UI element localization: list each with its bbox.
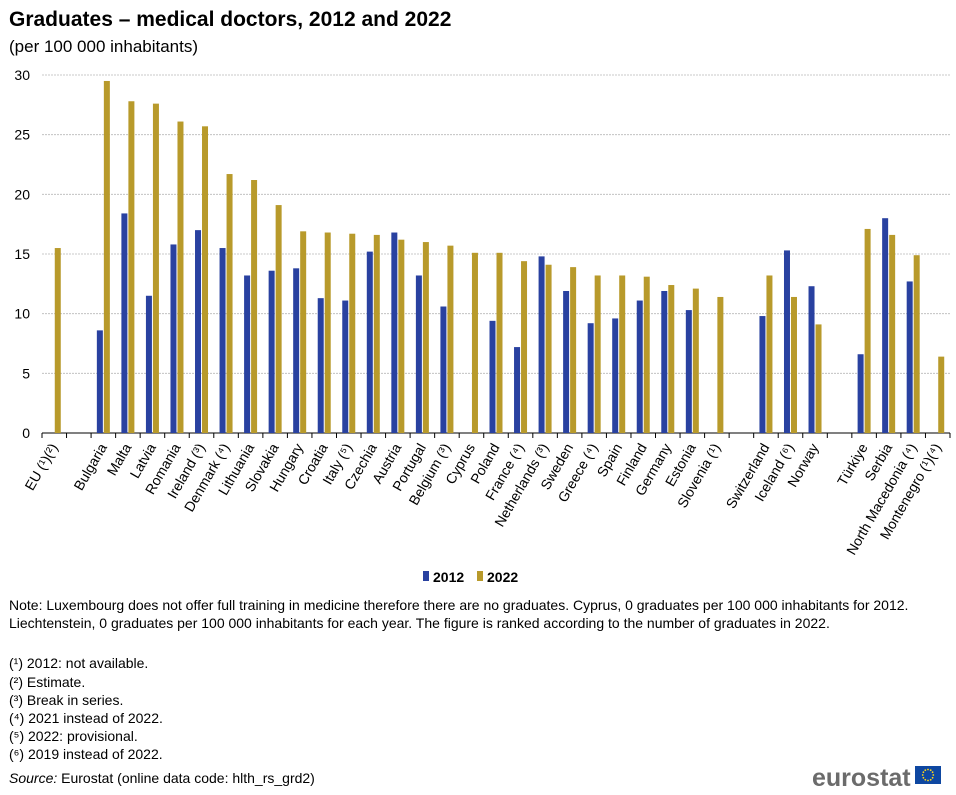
chart-subtitle: (per 100 000 inhabitants) xyxy=(9,37,199,56)
bar-2012 xyxy=(219,248,226,433)
x-tick-label: EU (¹)(²) xyxy=(21,441,61,493)
y-tick-label: 15 xyxy=(14,246,30,262)
bar-2022 xyxy=(226,174,233,433)
bar-2022 xyxy=(545,264,552,433)
bar-2022 xyxy=(619,275,626,433)
footnote-3: (³) Break in series. xyxy=(9,692,124,708)
bar-2022 xyxy=(152,103,159,433)
bar-2022 xyxy=(570,267,577,433)
bar-2012 xyxy=(538,256,545,433)
bar-2012 xyxy=(170,244,177,433)
bar-2012 xyxy=(268,270,275,433)
bar-2022 xyxy=(202,126,209,434)
footnote-4: (⁴) 2021 instead of 2022. xyxy=(9,710,163,726)
chart-title: Graduates – medical doctors, 2012 and 20… xyxy=(9,8,452,31)
bar-2022 xyxy=(103,80,110,433)
legend-label-2012: 2012 xyxy=(433,569,464,585)
bar-2012 xyxy=(244,275,251,433)
bar-2022 xyxy=(790,296,797,433)
bar-2022 xyxy=(373,234,380,433)
bar-2022 xyxy=(594,275,601,433)
bar-2022 xyxy=(324,232,331,433)
bar-2012 xyxy=(906,281,913,433)
legend-swatch-2012 xyxy=(423,571,429,581)
y-tick-label: 25 xyxy=(14,127,30,143)
bar-2012 xyxy=(342,300,349,433)
y-tick-label: 10 xyxy=(14,306,30,322)
source-line: Source: Eurostat (online data code: hlth… xyxy=(9,770,315,786)
bar-2022 xyxy=(766,275,773,433)
bar-2012 xyxy=(612,318,619,433)
bar-2022 xyxy=(349,233,356,433)
source-text: Eurostat (online data code: hlth_rs_grd2… xyxy=(57,770,315,786)
bar-2022 xyxy=(496,252,503,433)
y-tick-label: 30 xyxy=(14,67,30,83)
bar-2012 xyxy=(636,300,643,433)
bar-2012 xyxy=(514,347,521,433)
bar-2022 xyxy=(275,205,282,433)
legend-swatch-2022 xyxy=(477,571,483,581)
bar-2022 xyxy=(889,234,896,433)
bar-2022 xyxy=(668,285,675,433)
bar-2012 xyxy=(661,290,668,433)
eurostat-logo: eurostat xyxy=(812,764,911,792)
bar-2012 xyxy=(563,290,570,433)
bar-2012 xyxy=(808,286,815,433)
bar-2012 xyxy=(783,250,790,433)
source-label: Source: xyxy=(9,770,58,786)
bar-2012 xyxy=(489,320,496,433)
bar-2022 xyxy=(398,239,405,433)
x-tick-label: Bulgaria xyxy=(70,440,110,493)
bar-2012 xyxy=(857,354,864,433)
bar-2022 xyxy=(54,248,61,433)
bar-2012 xyxy=(145,295,152,433)
y-tick-label: 20 xyxy=(14,186,30,202)
bar-2022 xyxy=(422,242,429,433)
bar-2022 xyxy=(300,231,307,433)
footnote-1: (¹) 2012: not available. xyxy=(9,655,149,671)
bar-2022 xyxy=(913,255,920,433)
bar-2012 xyxy=(587,323,594,433)
note-text: Note: Luxembourg does not offer full tra… xyxy=(9,597,909,631)
bar-2012 xyxy=(759,316,766,433)
bar-2022 xyxy=(128,101,135,434)
bar-2022 xyxy=(177,121,184,433)
bar-2022 xyxy=(251,180,258,433)
eu-flag-icon xyxy=(915,766,941,784)
footnote-2: (²) Estimate. xyxy=(9,674,86,690)
bar-2022 xyxy=(717,296,724,433)
bar-2022 xyxy=(643,276,650,433)
bar-2012 xyxy=(195,230,202,433)
footnote-6: (⁶) 2019 instead of 2022. xyxy=(9,746,163,762)
bar-2022 xyxy=(815,324,822,433)
bar-2022 xyxy=(692,288,699,433)
y-tick-label: 0 xyxy=(22,425,30,441)
bar-2022 xyxy=(864,228,871,433)
bar-2012 xyxy=(293,268,300,433)
bar-2012 xyxy=(121,213,128,433)
bar-2012 xyxy=(96,330,103,433)
bar-2012 xyxy=(685,310,692,433)
legend-label-2022: 2022 xyxy=(487,569,518,585)
y-tick-label: 5 xyxy=(22,365,30,381)
bar-2022 xyxy=(938,356,945,433)
bar-2012 xyxy=(317,298,324,433)
bar-2012 xyxy=(440,306,447,433)
bar-2022 xyxy=(471,252,478,433)
x-tick-label: Türkiye xyxy=(834,440,871,488)
bar-2012 xyxy=(415,275,422,433)
bar-2012 xyxy=(366,251,373,433)
bar-2012 xyxy=(391,232,398,433)
footnote-5: (⁵) 2022: provisional. xyxy=(9,728,138,744)
bar-2012 xyxy=(882,218,889,433)
bar-2022 xyxy=(521,261,528,433)
bar-2022 xyxy=(447,245,454,433)
